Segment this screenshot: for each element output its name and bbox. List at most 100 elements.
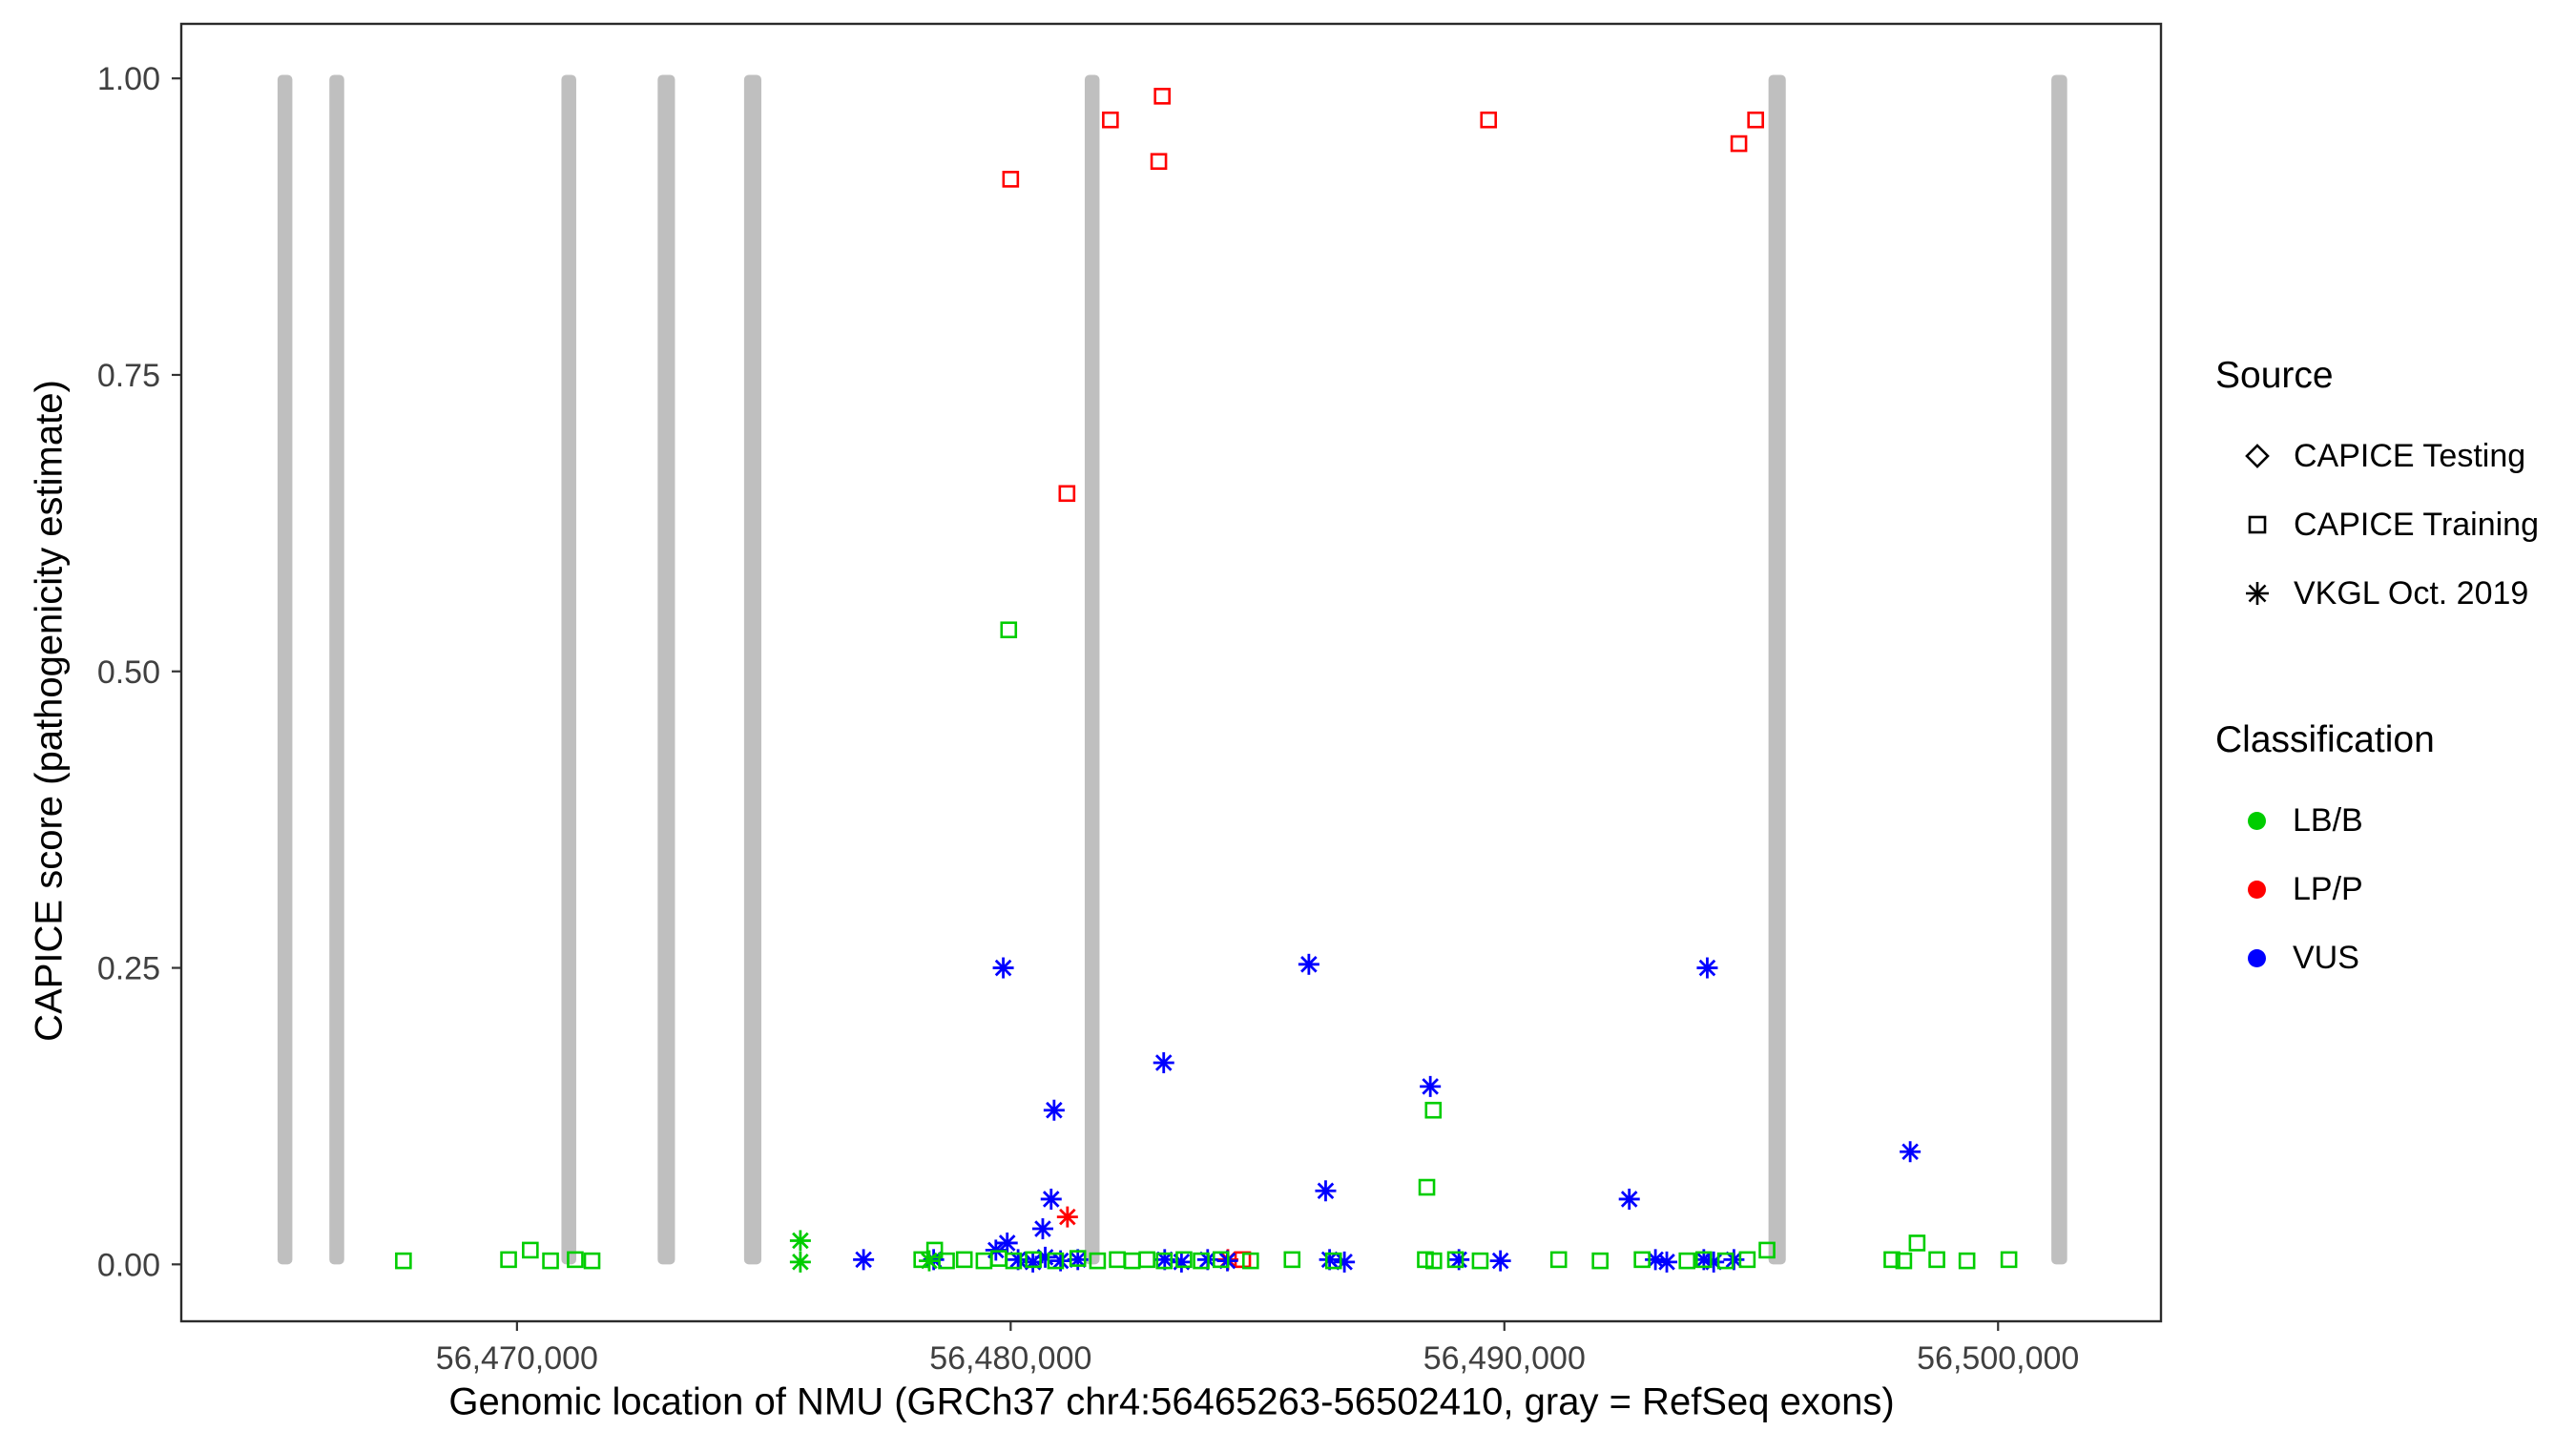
data-point <box>1031 1218 1053 1240</box>
data-point <box>1171 1251 1193 1273</box>
legend-label-vkgl: VKGL Oct. 2019 <box>2294 574 2529 612</box>
data-point <box>1005 1252 1023 1270</box>
data-point <box>2000 1251 2018 1269</box>
exon-bar <box>1084 74 1100 1265</box>
exon-bar <box>743 74 762 1265</box>
data-point <box>1489 1250 1511 1272</box>
data-point <box>1696 957 1718 979</box>
data-point <box>1424 1252 1443 1270</box>
legend-item-capice-training: CAPICE Training <box>2215 490 2539 559</box>
data-point <box>1298 953 1319 975</box>
data-point <box>853 1249 875 1271</box>
data-point <box>1928 1251 1945 1269</box>
data-point <box>1150 153 1168 171</box>
data-point <box>1747 111 1764 129</box>
data-point <box>996 1232 1018 1254</box>
exon-bar <box>1768 74 1786 1265</box>
data-point <box>1678 1252 1696 1270</box>
data-point <box>1153 1051 1174 1073</box>
plot-panel-border <box>179 22 2163 1323</box>
data-point <box>938 1252 955 1270</box>
data-point <box>1000 621 1018 639</box>
legend-item-vus: VUS <box>2215 923 2539 992</box>
data-point <box>1716 1252 1735 1270</box>
data-point <box>1480 111 1498 129</box>
data-point <box>1591 1252 1609 1270</box>
y-tick-label: 1.00 <box>97 61 160 97</box>
y-tick-label: 0.75 <box>97 358 160 394</box>
data-point <box>1242 1252 1259 1270</box>
data-point <box>1908 1234 1926 1252</box>
x-tick-label: 56,470,000 <box>436 1340 598 1377</box>
y-tick-label: 0.25 <box>97 951 160 987</box>
exon-bar <box>329 74 344 1265</box>
data-point <box>1283 1251 1301 1269</box>
data-point <box>1155 1252 1174 1270</box>
legend-item-lbb: LB/B <box>2215 786 2539 855</box>
data-point <box>1002 171 1020 188</box>
data-point <box>500 1251 517 1269</box>
data-point <box>1958 1252 1976 1270</box>
data-point <box>789 1251 811 1273</box>
exon-bar <box>657 74 675 1265</box>
data-point <box>1102 111 1119 129</box>
data-point <box>1315 1180 1337 1202</box>
data-point <box>1695 1251 1713 1269</box>
data-point <box>1446 1251 1465 1269</box>
legend-label-lpp: LP/P <box>2293 870 2363 907</box>
legend-classification-title: Classification <box>2215 719 2435 760</box>
data-point <box>1424 1101 1443 1119</box>
data-point <box>1471 1252 1489 1270</box>
legend-label-vus: VUS <box>2293 939 2359 976</box>
lpp-dot-icon <box>2248 880 2266 899</box>
data-point <box>1138 1251 1155 1269</box>
legend-source: Source CAPICE Testing CAPICE Training <box>2215 355 2539 628</box>
data-point <box>1056 1206 1078 1228</box>
data-point <box>583 1252 601 1270</box>
exon-bar <box>2051 74 2067 1265</box>
data-point <box>925 1241 944 1259</box>
data-point <box>542 1252 559 1270</box>
x-tick-label: 56,490,000 <box>1423 1340 1586 1377</box>
data-point <box>395 1252 412 1270</box>
data-point <box>1212 1251 1230 1269</box>
data-point <box>1633 1251 1651 1269</box>
legend-label-capice-testing: CAPICE Testing <box>2294 437 2526 474</box>
y-tick-label: 0.50 <box>97 654 160 691</box>
data-point <box>1895 1252 1913 1270</box>
data-point <box>1034 1246 1056 1268</box>
data-point <box>1040 1188 1062 1210</box>
data-point <box>1730 135 1748 153</box>
data-point <box>567 1251 584 1269</box>
data-point <box>1193 1252 1210 1270</box>
data-point <box>1549 1251 1568 1269</box>
y-tick-label: 0.00 <box>97 1247 160 1283</box>
legend-classification: Classification LB/B LP/P VUS <box>2215 719 2539 992</box>
data-point <box>1109 1251 1126 1269</box>
legend-item-lpp: LP/P <box>2215 855 2539 923</box>
data-point <box>1324 1252 1342 1270</box>
vus-dot-icon <box>2248 948 2266 967</box>
data-point <box>1418 1178 1436 1196</box>
diamond-icon <box>2245 444 2270 468</box>
data-point <box>1089 1252 1107 1270</box>
y-axis-title: CAPICE score (pathogenicity estimate) <box>28 380 71 1042</box>
data-point <box>1058 485 1076 503</box>
data-point <box>789 1230 811 1252</box>
legend-item-capice-testing: CAPICE Testing <box>2215 422 2539 490</box>
data-point <box>522 1241 539 1259</box>
exon-bar <box>561 74 576 1265</box>
data-point <box>992 957 1014 979</box>
data-point <box>955 1251 973 1269</box>
data-point <box>1618 1188 1640 1210</box>
data-point <box>1883 1251 1901 1269</box>
legend-item-vkgl: VKGL Oct. 2019 <box>2215 559 2539 628</box>
data-point <box>1047 1252 1065 1270</box>
asterisk-icon <box>2246 582 2269 605</box>
lbb-dot-icon <box>2248 811 2266 830</box>
data-point <box>1758 1241 1776 1259</box>
square-icon <box>2248 515 2267 534</box>
data-point <box>1153 88 1171 105</box>
